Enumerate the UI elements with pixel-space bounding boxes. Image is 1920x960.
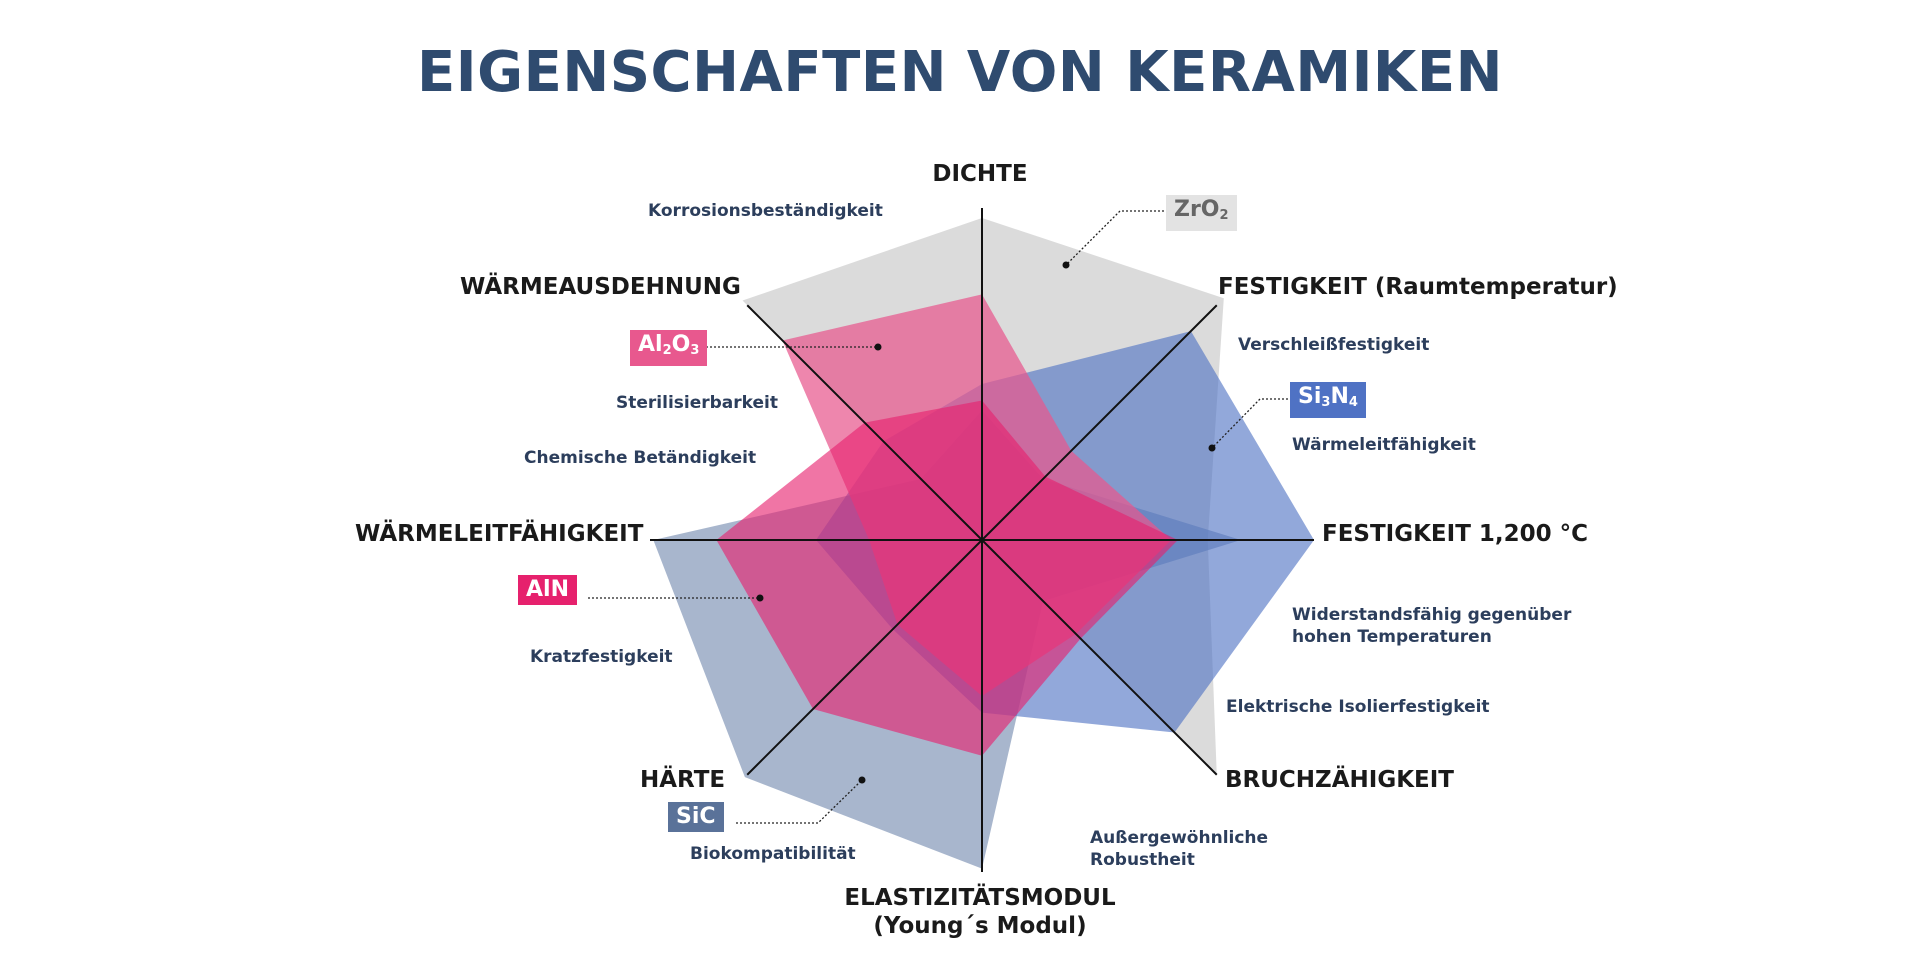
legend-tag-zro2: ZrO2 xyxy=(1166,195,1237,231)
prop-robustheit: Außergewöhnliche Robustheit xyxy=(1090,827,1268,871)
chart-title: EIGENSCHAFTEN VON KERAMIKEN xyxy=(417,40,1503,105)
axis-line-6 xyxy=(746,539,983,776)
axis-label-elastizitaetsmodul-line1: ELASTIZITÄTSMODUL xyxy=(844,885,1116,911)
axis-line-4 xyxy=(981,539,1218,776)
legend-tag-zro2-sub: 2 xyxy=(1219,208,1229,223)
prop-waermeleitfaehigkeit: Wärmeleitfähigkeit xyxy=(1292,435,1476,455)
prop-elektrische-isolierfestigkeit: Elektrische Isolierfestigkeit xyxy=(1226,697,1490,717)
series-aln-area xyxy=(716,400,1178,756)
leader-al2o3-dot xyxy=(874,343,882,351)
leader-zro2 xyxy=(1065,210,1180,266)
legend-tag-aln: AlN xyxy=(518,575,577,605)
leader-si3n4-dot xyxy=(1208,444,1216,452)
prop-widerstandsfaehig: Widerstandsfähig gegenüber hohen Tempera… xyxy=(1292,604,1571,648)
legend-tag-zro2-text: ZrO xyxy=(1174,197,1220,222)
legend-tag-si3n4-a: Si xyxy=(1298,384,1322,409)
legend-tag-al2o3-sub1: 2 xyxy=(662,343,672,358)
leader-zro2-dot xyxy=(1062,261,1070,269)
axis-label-waermeleitfaehigkeit: WÄRMELEITFÄHIGKEIT xyxy=(355,521,644,547)
axis-label-festigkeit-1200: FESTIGKEIT 1,200 °C xyxy=(1322,521,1589,547)
legend-tag-aln-text: AlN xyxy=(526,577,569,602)
legend-tag-al2o3: Al2O3 xyxy=(630,330,708,366)
prop-robustheit-line1: Außergewöhnliche xyxy=(1090,828,1269,848)
legend-tag-al2o3-a: Al xyxy=(638,332,663,357)
legend-tag-al2o3-b: O xyxy=(671,332,691,357)
axis-label-elastizitaetsmodul: ELASTIZITÄTSMODUL (Young´s Modul) xyxy=(820,884,1140,940)
prop-widerstandsfaehig-line1: Widerstandsfähig gegenüber xyxy=(1292,605,1572,625)
prop-biokompatibilitaet: Biokompatibilität xyxy=(690,844,856,864)
legend-tag-al2o3-sub2: 3 xyxy=(690,343,700,358)
leader-sic-dot xyxy=(858,776,866,784)
prop-widerstandsfaehig-line2: hohen Temperaturen xyxy=(1292,627,1492,647)
leader-sic xyxy=(736,779,863,824)
prop-kratzfestigkeit: Kratzfestigkeit xyxy=(530,647,673,667)
axis-label-bruchzaehigkeit: BRUCHZÄHIGKEIT xyxy=(1225,767,1454,793)
prop-chemische-bestaendigkeit: Chemische Betändigkeit xyxy=(524,448,757,468)
axis-label-dichte: DICHTE xyxy=(932,161,1028,187)
legend-tag-sic-text: SiC xyxy=(676,804,716,829)
leader-si3n4 xyxy=(1211,398,1300,449)
axis-label-waermeausdehnung: WÄRMEAUSDEHNUNG xyxy=(460,274,741,300)
axis-label-festigkeit-raumtemperatur: FESTIGKEIT (Raumtemperatur) xyxy=(1218,274,1618,300)
legend-tag-si3n4-sub1: 3 xyxy=(1321,395,1331,410)
legend-tag-si3n4: Si3N4 xyxy=(1290,382,1366,418)
prop-verschleissfestigkeit: Verschleißfestigkeit xyxy=(1238,335,1430,355)
leader-aln-dot xyxy=(756,594,764,602)
axis-label-elastizitaetsmodul-line2: (Young´s Modul) xyxy=(873,913,1087,939)
prop-korrosionsbestaendigkeit: Korrosionsbeständigkeit xyxy=(648,201,883,221)
axis-label-haerte: HÄRTE xyxy=(640,767,726,793)
prop-robustheit-line2: Robustheit xyxy=(1090,850,1195,870)
legend-tag-si3n4-b: N xyxy=(1330,384,1349,409)
legend-tag-si3n4-sub2: 4 xyxy=(1348,395,1358,410)
axis-line-8 xyxy=(746,304,983,541)
legend-tag-sic: SiC xyxy=(668,802,724,832)
axis-line-2 xyxy=(981,304,1218,541)
prop-sterilisierbarkeit: Sterilisierbarkeit xyxy=(616,393,778,413)
